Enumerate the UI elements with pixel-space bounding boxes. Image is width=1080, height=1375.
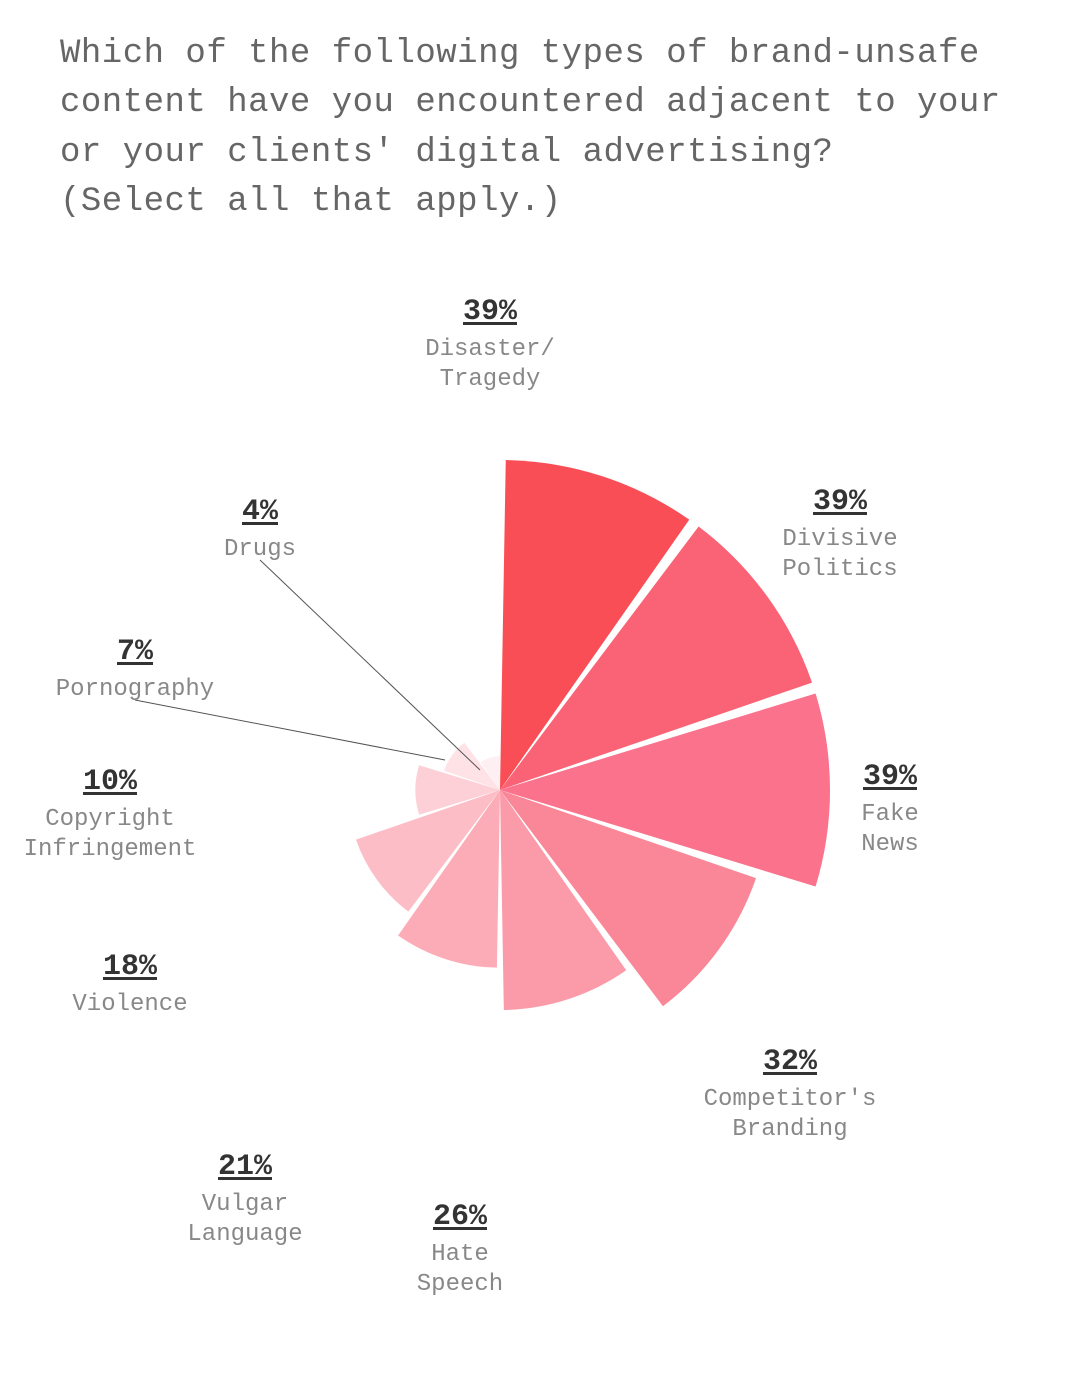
leader-line <box>260 560 480 770</box>
leader-line <box>135 700 445 760</box>
polar-area-chart: 39%Disaster/Tragedy39%DivisivePolitics39… <box>0 280 1080 1360</box>
title-line-4: (Select all that apply.) <box>60 183 562 221</box>
chart-title: Which of the following types of brand-un… <box>60 30 1020 227</box>
title-line-1: Which of the following types of brand-un… <box>60 35 980 73</box>
title-line-3: or your clients' digital advertising? <box>60 134 833 172</box>
chart-svg <box>0 280 1080 1360</box>
title-line-2: content have you encountered adjacent to… <box>60 84 1001 122</box>
